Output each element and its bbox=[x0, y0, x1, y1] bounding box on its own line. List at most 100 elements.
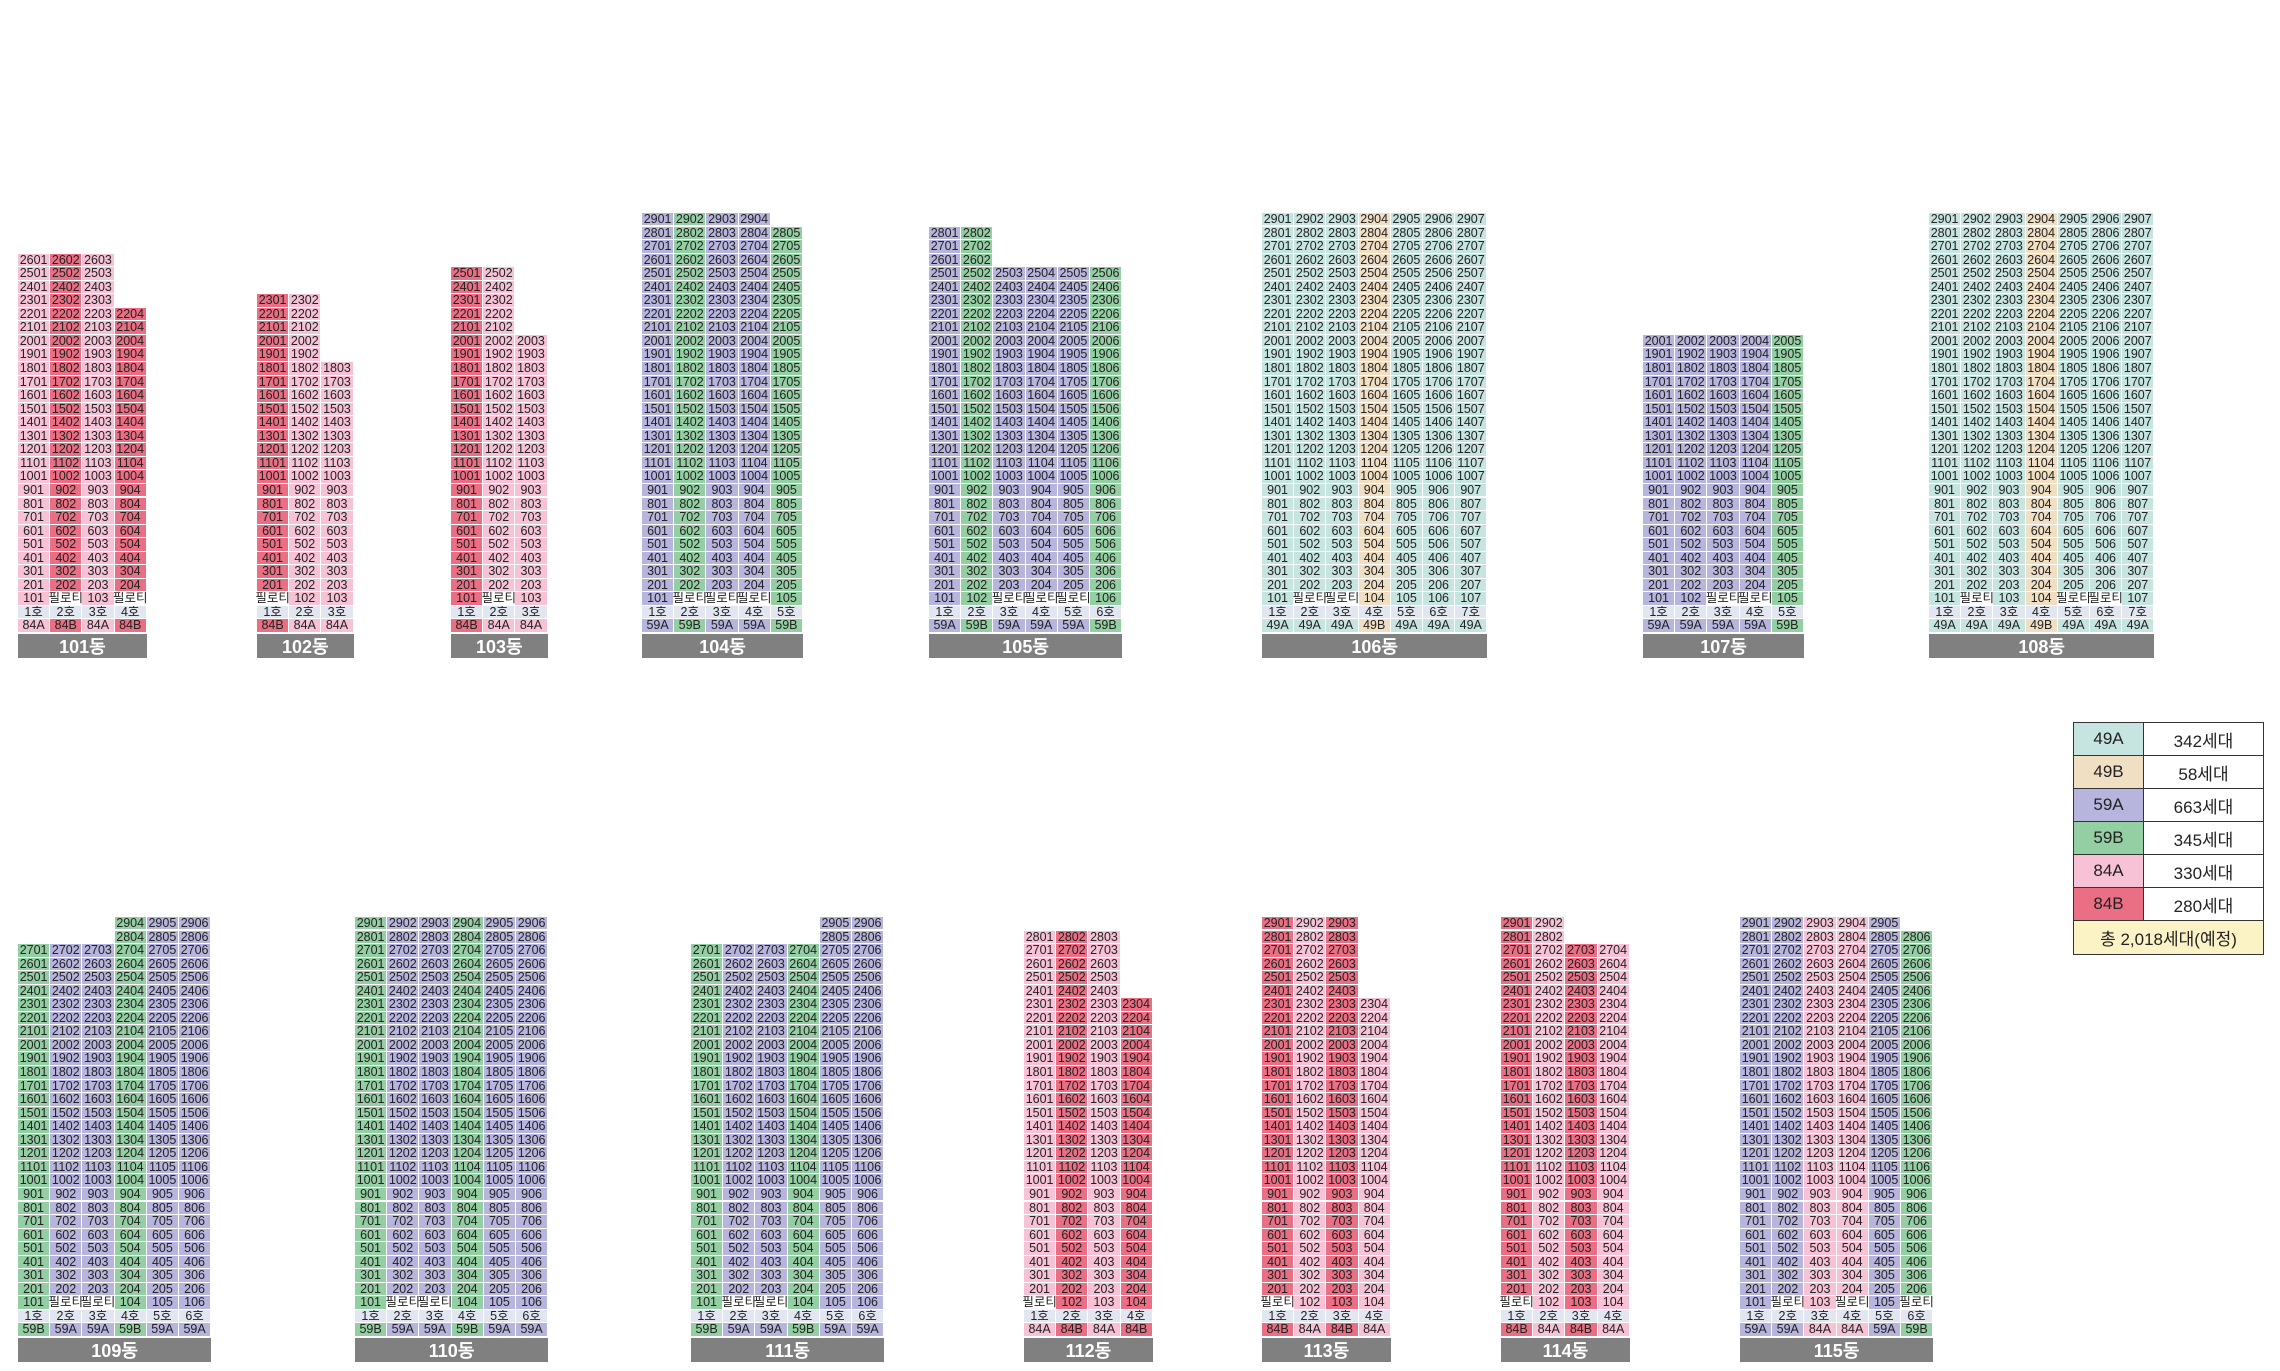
line-number-cell: 3호 bbox=[82, 1310, 115, 1324]
unit-cell: 806 bbox=[2090, 497, 2123, 512]
unit-type-cell: 59A bbox=[82, 1323, 115, 1337]
unit-cell: 2304 bbox=[1025, 294, 1058, 308]
line-number-cell: 2호 bbox=[1772, 1310, 1805, 1324]
line-number-cell: 3호 bbox=[706, 606, 739, 620]
unit-type-cell: 59A bbox=[819, 1323, 852, 1337]
unit-cell: 704 bbox=[114, 511, 147, 525]
unit-cell: 406 bbox=[2090, 552, 2123, 566]
unit-cell: 604 bbox=[1025, 525, 1058, 539]
unit-cell: 2304 bbox=[1836, 998, 1869, 1012]
unit-cell: 1103 bbox=[82, 1161, 115, 1175]
unit-cell: 2001 bbox=[1262, 335, 1295, 349]
unit-cell: 1105 bbox=[1057, 457, 1090, 471]
unit-cell: 2504 bbox=[1597, 971, 1630, 985]
unit-cell: 1304 bbox=[1739, 430, 1772, 444]
unit-cell: 1501 bbox=[642, 403, 675, 417]
unit-cell: 2505 bbox=[2057, 267, 2090, 281]
unit-cell: 2701 bbox=[1501, 944, 1534, 958]
line-number-cell: 1호 bbox=[1929, 606, 1962, 620]
unit-cell: 2403 bbox=[1326, 281, 1359, 295]
unit-cell: 1204 bbox=[1025, 443, 1058, 457]
unit-cell: 606 bbox=[1423, 525, 1456, 539]
unit-cell: 1402 bbox=[1772, 1120, 1805, 1134]
pilotis-cell: 필로티 bbox=[704, 591, 740, 606]
unit-cell: 1905 bbox=[2057, 348, 2090, 362]
unit-cell: 101 bbox=[355, 1296, 388, 1310]
unit-cell: 202 bbox=[1294, 1283, 1327, 1297]
unit-cell: 1201 bbox=[1024, 1147, 1057, 1161]
unit-cell: 1305 bbox=[770, 430, 803, 444]
unit-cell: 301 bbox=[1262, 565, 1295, 579]
unit-cell: 2607 bbox=[1455, 254, 1488, 268]
unit-type-cell: 84B bbox=[1056, 1323, 1089, 1337]
unit-cell: 1203 bbox=[419, 1147, 452, 1161]
unit-cell: 405 bbox=[1057, 552, 1090, 566]
unit-cell: 1105 bbox=[2057, 457, 2090, 471]
unit-cell: 1103 bbox=[993, 457, 1026, 471]
unit-cell: 1503 bbox=[1804, 1107, 1837, 1121]
unit-cell: 1604 bbox=[2025, 389, 2058, 403]
unit-cell: 1603 bbox=[321, 389, 354, 403]
unit-cell: 2406 bbox=[179, 985, 212, 999]
unit-cell: 1201 bbox=[691, 1147, 724, 1161]
unit-cell: 301 bbox=[691, 1269, 724, 1283]
unit-cell: 401 bbox=[1262, 1256, 1295, 1270]
unit-cell: 2606 bbox=[852, 958, 885, 972]
unit-type-cell: 59B bbox=[18, 1323, 51, 1337]
unit-cell: 806 bbox=[516, 1201, 549, 1216]
unit-cell: 401 bbox=[355, 1256, 388, 1270]
unit-cell: 2505 bbox=[819, 971, 852, 985]
unit-cell: 405 bbox=[1771, 552, 1804, 566]
unit-cell: 305 bbox=[819, 1269, 852, 1283]
unit-cell: 805 bbox=[1057, 497, 1090, 512]
unit-cell: 1906 bbox=[179, 1052, 212, 1066]
unit-cell: 2601 bbox=[18, 254, 51, 268]
unit-cell: 1305 bbox=[1868, 1134, 1901, 1148]
unit-cell: 705 bbox=[1771, 511, 1804, 525]
unit-cell: 1201 bbox=[1740, 1147, 1773, 1161]
unit-cell: 2304 bbox=[451, 998, 484, 1012]
unit-cell: 1403 bbox=[82, 1120, 115, 1134]
line-number-cell: 7호 bbox=[1455, 606, 1488, 620]
unit-cell: 2403 bbox=[1088, 985, 1121, 999]
unit-cell: 201 bbox=[355, 1283, 388, 1297]
unit-cell: 1604 bbox=[1597, 1093, 1630, 1107]
unit-cell: 2205 bbox=[819, 1012, 852, 1026]
unit-cell: 2002 bbox=[1056, 1039, 1089, 1053]
unit-cell: 2302 bbox=[723, 998, 756, 1012]
unit-cell: 1801 bbox=[1929, 362, 1962, 376]
unit-cell: 1103 bbox=[1565, 1161, 1598, 1175]
unit-cell: 1704 bbox=[1358, 376, 1391, 390]
unit-cell: 301 bbox=[1501, 1269, 1534, 1283]
unit-cell: 502 bbox=[289, 538, 322, 552]
unit-cell: 507 bbox=[1455, 538, 1488, 552]
unit-cell: 1806 bbox=[516, 1066, 549, 1080]
unit-cell: 2405 bbox=[1057, 281, 1090, 295]
unit-cell: 2704 bbox=[1836, 944, 1869, 958]
unit-cell: 2703 bbox=[419, 944, 452, 958]
building-label: 112동 bbox=[1024, 1338, 1153, 1362]
unit-cell: 2702 bbox=[1294, 944, 1327, 958]
unit-cell: 502 bbox=[50, 1242, 83, 1256]
unit-cell: 1703 bbox=[1804, 1080, 1837, 1094]
unit-cell: 1902 bbox=[387, 1052, 420, 1066]
unit-cell: 1604 bbox=[114, 389, 147, 403]
unit-type-cell: 84B bbox=[50, 619, 83, 633]
unit-cell: 902 bbox=[674, 484, 707, 498]
unit-cell: 502 bbox=[1294, 538, 1327, 552]
unit-cell: 2106 bbox=[852, 1025, 885, 1039]
unit-cell: 201 bbox=[18, 1283, 51, 1297]
unit-cell: 2301 bbox=[1262, 998, 1295, 1012]
unit-cell: 903 bbox=[1088, 1188, 1121, 1202]
unit-cell: 1802 bbox=[1056, 1066, 1089, 1080]
unit-cell: 902 bbox=[1675, 484, 1708, 498]
building-label: 108동 bbox=[1929, 634, 2155, 658]
unit-cell: 1701 bbox=[691, 1080, 724, 1094]
unit-cell: 1203 bbox=[1993, 443, 2026, 457]
unit-cell: 1605 bbox=[770, 389, 803, 403]
unit-cell: 203 bbox=[706, 579, 739, 593]
unit-cell: 1001 bbox=[18, 470, 51, 484]
unit-cell: 502 bbox=[1961, 538, 1994, 552]
unit-cell: 2703 bbox=[82, 944, 115, 958]
unit-cell: 1006 bbox=[1090, 470, 1123, 484]
